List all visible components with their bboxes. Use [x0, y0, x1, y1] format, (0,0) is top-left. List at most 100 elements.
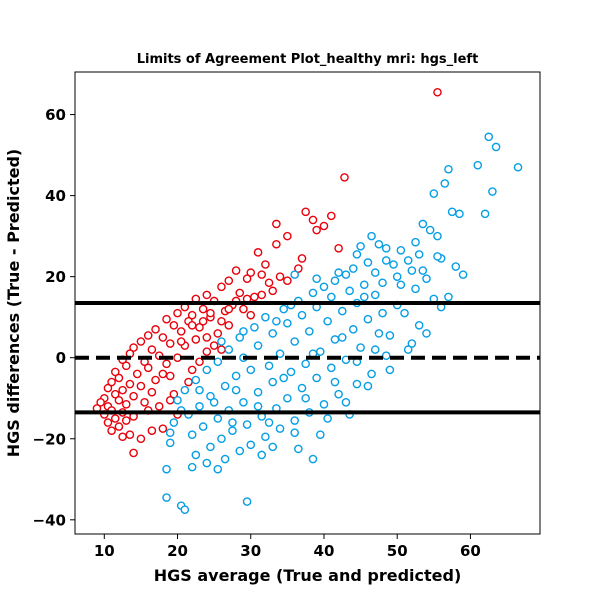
scatter-point	[118, 385, 127, 395]
scatter-point	[195, 357, 204, 367]
scatter-point	[191, 335, 201, 344]
scatter-point	[345, 286, 354, 296]
scatter-point	[129, 448, 138, 458]
scatter-point	[429, 189, 439, 198]
scatter-point	[330, 276, 340, 286]
scatter-point	[96, 397, 105, 407]
scatter-point	[206, 442, 215, 452]
scatter-point	[422, 274, 431, 283]
scatter-point	[198, 316, 208, 326]
scatter-point	[158, 369, 168, 379]
scatter-point	[279, 304, 289, 314]
scatter-point	[400, 308, 409, 318]
scatter-point	[407, 339, 417, 348]
scatter-point	[513, 162, 523, 172]
scatter-point	[165, 395, 175, 405]
scatter-point	[136, 381, 146, 391]
scatter-point	[250, 323, 259, 332]
scatter-point	[425, 225, 435, 235]
scatter-point	[326, 292, 336, 302]
scatter-point	[246, 440, 256, 450]
scatter-point	[176, 337, 186, 346]
scatter-point	[319, 400, 329, 409]
scatter-point	[272, 219, 281, 229]
scatter-point	[352, 379, 362, 389]
scatter-point	[173, 395, 182, 405]
scatter-point	[169, 418, 179, 427]
scatter-point	[195, 402, 204, 411]
scatter-point	[341, 270, 351, 279]
scatter-point	[162, 464, 171, 474]
scatter-point	[268, 442, 278, 452]
scatter-point	[114, 395, 124, 405]
scatter-point	[202, 458, 212, 468]
scatter-point	[433, 252, 442, 261]
scatter-point	[389, 260, 398, 269]
scatter-point	[158, 424, 168, 433]
scatter-point	[257, 450, 267, 460]
scatter-point	[367, 369, 376, 379]
scatter-point	[370, 290, 380, 300]
scatter-point	[143, 363, 153, 373]
scatter-point	[491, 142, 501, 152]
scatter-point	[340, 173, 349, 182]
scatter-point	[326, 363, 336, 373]
scatter-point	[305, 327, 314, 336]
scatter-point	[268, 329, 278, 338]
scatter-point	[239, 304, 248, 314]
scatter-point	[319, 282, 329, 292]
scatter-point	[202, 333, 212, 342]
scatter-point	[348, 264, 358, 273]
scatter-point	[213, 414, 223, 423]
scatter-point	[411, 237, 420, 247]
scatter-point	[187, 320, 197, 330]
scatter-point	[275, 349, 285, 358]
scatter-point	[257, 270, 267, 279]
scatter-point	[169, 389, 179, 399]
scatter-point	[132, 369, 142, 379]
scatter-point	[418, 266, 428, 275]
scatter-point	[151, 375, 160, 385]
scatter-point	[356, 343, 365, 352]
scatter-point	[323, 414, 332, 423]
scatter-point	[206, 391, 215, 401]
scatter-point	[290, 416, 299, 425]
scatter-point	[414, 320, 424, 330]
scatter-point	[187, 365, 197, 375]
scatter-point	[308, 215, 318, 225]
scatter-point	[301, 359, 310, 369]
scatter-point	[220, 381, 230, 391]
scatter-point	[213, 329, 223, 338]
scatter-point	[297, 383, 307, 393]
chart-title: Limits of Agreement Plot_healthy mri: hg…	[137, 52, 479, 67]
y-tick-label: 60	[45, 106, 66, 124]
y-tick-label: 20	[45, 268, 66, 286]
scatter-point	[290, 428, 299, 437]
scatter-point	[363, 381, 373, 391]
scatter-point	[217, 434, 226, 444]
scatter-point	[381, 243, 391, 253]
scatter-point	[294, 444, 303, 454]
scatter-point	[217, 316, 226, 326]
scatter-point	[198, 304, 208, 314]
scatter-point	[272, 239, 281, 249]
scatter-point	[312, 373, 321, 383]
scatter-point	[337, 306, 347, 316]
reference-lines-layer	[75, 301, 540, 415]
scatter-point	[403, 345, 413, 354]
scatter-point	[154, 402, 164, 411]
scatter-point	[337, 333, 347, 342]
scatter-point	[187, 462, 197, 472]
scatter-point	[103, 383, 113, 393]
scatter-point	[250, 292, 259, 302]
scatter-point	[451, 262, 461, 271]
scatter-point	[151, 325, 160, 334]
scatter-point	[121, 361, 131, 371]
scatter-point	[330, 335, 340, 344]
y-tick-label: 40	[45, 187, 66, 205]
scatter-point	[418, 219, 428, 229]
x-axis-label: HGS average (True and predicted)	[154, 566, 462, 585]
scatter-point	[110, 367, 120, 377]
scatter-point	[341, 397, 351, 407]
